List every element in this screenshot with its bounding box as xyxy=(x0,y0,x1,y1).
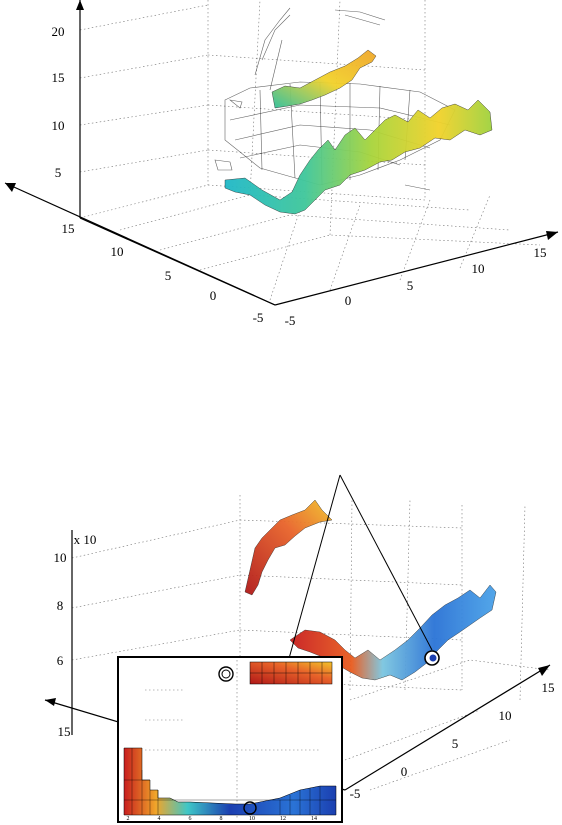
inset-x-tick-label: 4 xyxy=(158,816,161,822)
z-tick-label: 10 xyxy=(52,118,65,133)
x-tick-label: 5 xyxy=(407,278,414,293)
inset-ticks: 2 4 6 8 10 12 14 xyxy=(127,816,318,822)
z-tick-label: 20 xyxy=(52,24,65,39)
x-tick-label: 15 xyxy=(542,680,555,695)
z-tick-label: 6 xyxy=(57,653,64,668)
x-tick-label: 0 xyxy=(345,293,352,308)
inset-x-tick-label: 10 xyxy=(249,816,255,822)
inset-x-tick-label: 14 xyxy=(311,816,317,822)
inset-grid xyxy=(145,660,320,820)
y-tick-label: 10 xyxy=(111,244,124,259)
inset-top-marker xyxy=(218,666,234,682)
inset-x-tick-label: 2 xyxy=(127,816,130,822)
z-tick-label: 8 xyxy=(57,598,64,613)
z-tick-label: 15 xyxy=(52,70,65,85)
z-tick-label: 10 xyxy=(54,550,67,565)
top-panel: 5 10 15 20 -5 0 5 10 15 -5 0 5 10 15 xyxy=(4,0,559,328)
inset-bottom-marker xyxy=(243,801,257,815)
z-tick-label: 5 xyxy=(55,165,62,180)
top-panel-axes xyxy=(4,0,559,306)
x-tick-label: 5 xyxy=(452,736,459,751)
x-tick-label: 10 xyxy=(472,261,485,276)
y-tick-label: 5 xyxy=(165,268,172,283)
x-tick-label: 10 xyxy=(499,708,512,723)
z-multiplier-label: x 10 xyxy=(74,532,97,547)
inset-bottom-heatmap xyxy=(123,747,337,816)
inset-x-tick-label: 8 xyxy=(220,816,223,822)
top-lower-surface xyxy=(224,99,493,215)
y-tick-label: 0 xyxy=(210,288,217,303)
top-panel-ticks: 5 10 15 20 -5 0 5 10 15 -5 0 5 10 15 xyxy=(52,24,547,328)
x-tick-label: -5 xyxy=(285,313,296,328)
y-tick-label: -5 xyxy=(253,310,264,325)
inset-panel: 2 4 6 8 10 12 14 xyxy=(117,656,343,823)
x-tick-label: 0 xyxy=(401,764,408,779)
x-tick-label: -5 xyxy=(350,786,361,801)
inset-x-tick-label: 6 xyxy=(189,816,192,822)
top-upper-surface xyxy=(271,49,377,109)
y-tick-label: 15 xyxy=(62,221,75,236)
inset-x-tick-label: 12 xyxy=(280,816,286,822)
y-tick-label: 15 xyxy=(58,724,71,739)
x-tick-label: 15 xyxy=(534,245,547,260)
inset-top-heatblock xyxy=(249,661,333,685)
bottom-panel-ticks: 6 8 10 x 10 -5 0 5 10 15 15 xyxy=(54,532,555,801)
bottom-upper-surface xyxy=(244,499,333,596)
